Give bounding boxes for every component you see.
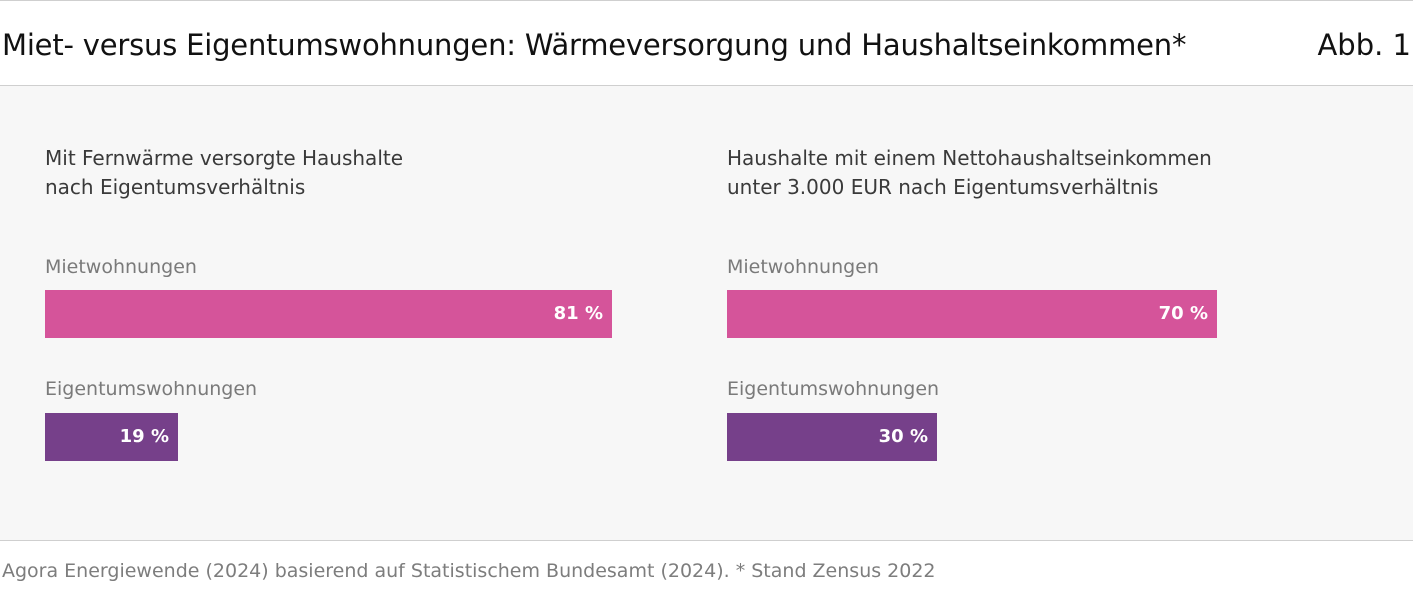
bar-value-label: 81 % (553, 303, 603, 324)
category-label-mietwohnungen: Mietwohnungen (727, 256, 879, 278)
chart-title-line-1: Haushalte mit einem Nettohaushaltseinkom… (727, 146, 1212, 170)
figure-header: Miet- versus Eigentumswohnungen: Wärmeve… (0, 1, 1413, 86)
bar-value-label: 19 % (119, 426, 169, 447)
chart-title: Mit Fernwärme versorgte Haushalte nach E… (45, 144, 665, 202)
chart-district-heating: Mit Fernwärme versorgte Haushalte nach E… (45, 86, 665, 540)
chart-title-line-1: Mit Fernwärme versorgte Haushalte (45, 146, 404, 170)
bar-value-label: 70 % (1158, 303, 1208, 324)
bar-value-label: 30 % (878, 426, 928, 447)
bar-mietwohnungen: 70 % (727, 290, 1217, 338)
bar-eigentumswohnungen: 30 % (727, 413, 937, 461)
bar-mietwohnungen: 81 % (45, 290, 612, 338)
figure-number: Abb. 1 (1317, 28, 1411, 62)
chart-title: Haushalte mit einem Nettohaushaltseinkom… (727, 144, 1347, 202)
figure-title: Miet- versus Eigentumswohnungen: Wärmeve… (2, 28, 1187, 62)
chart-household-income: Haushalte mit einem Nettohaushaltseinkom… (727, 86, 1347, 540)
chart-panel: Mit Fernwärme versorgte Haushalte nach E… (0, 86, 1413, 541)
category-label-eigentumswohnungen: Eigentumswohnungen (727, 378, 940, 400)
top-divider (0, 0, 1413, 1)
category-label-mietwohnungen: Mietwohnungen (45, 256, 197, 278)
chart-title-line-2: nach Eigentumsverhältnis (45, 175, 306, 199)
source-note: Agora Energiewende (2024) basierend auf … (2, 560, 936, 582)
chart-title-line-2: unter 3.000 EUR nach Eigentumsverhältnis (727, 175, 1159, 199)
bar-eigentumswohnungen: 19 % (45, 413, 178, 461)
category-label-eigentumswohnungen: Eigentumswohnungen (45, 378, 258, 400)
